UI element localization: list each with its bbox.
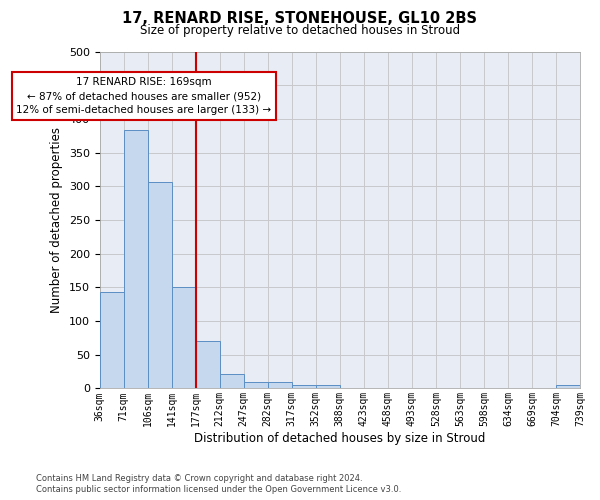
Text: 17 RENARD RISE: 169sqm
← 87% of detached houses are smaller (952)
12% of semi-de: 17 RENARD RISE: 169sqm ← 87% of detached… bbox=[16, 77, 272, 115]
Bar bbox=[268, 382, 292, 388]
Bar bbox=[556, 385, 580, 388]
Y-axis label: Number of detached properties: Number of detached properties bbox=[50, 127, 63, 313]
Bar bbox=[100, 292, 124, 388]
X-axis label: Distribution of detached houses by size in Stroud: Distribution of detached houses by size … bbox=[194, 432, 485, 445]
Bar bbox=[244, 382, 268, 388]
Bar bbox=[124, 130, 148, 388]
Text: 17, RENARD RISE, STONEHOUSE, GL10 2BS: 17, RENARD RISE, STONEHOUSE, GL10 2BS bbox=[122, 11, 478, 26]
Text: Contains HM Land Registry data © Crown copyright and database right 2024.
Contai: Contains HM Land Registry data © Crown c… bbox=[36, 474, 401, 494]
Bar bbox=[292, 385, 316, 388]
Bar bbox=[316, 385, 340, 388]
Text: Size of property relative to detached houses in Stroud: Size of property relative to detached ho… bbox=[140, 24, 460, 37]
Bar bbox=[148, 182, 172, 388]
Bar bbox=[220, 374, 244, 388]
Bar bbox=[172, 288, 196, 388]
Bar bbox=[196, 341, 220, 388]
